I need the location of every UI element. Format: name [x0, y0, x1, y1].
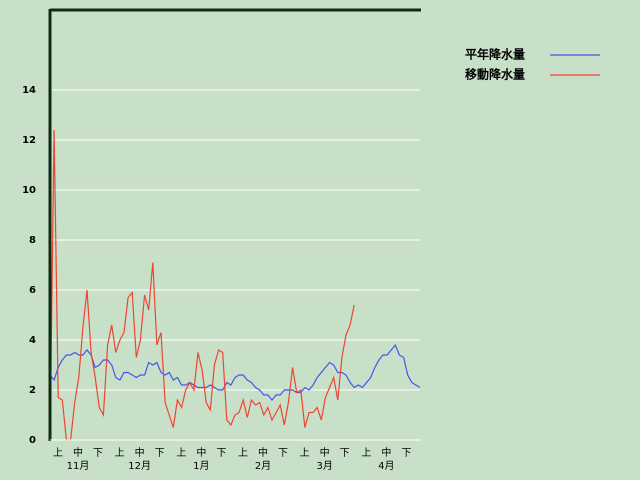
x-tick-label: 中 — [135, 446, 145, 459]
y-tick-label: 4 — [29, 335, 36, 346]
x-tick-label: 上 — [176, 447, 186, 459]
month-label: 3月 — [316, 460, 332, 472]
series-line — [49, 129, 355, 441]
x-tick-label: 下 — [278, 448, 288, 459]
month-label: 1月 — [193, 460, 209, 472]
legend-label: 移動降水量 — [465, 67, 525, 82]
x-tick-label: 中 — [320, 446, 330, 459]
y-tick-label: 12 — [22, 135, 36, 146]
x-tick-label: 中 — [381, 446, 391, 459]
legend-label: 平年降水量 — [465, 47, 525, 62]
y-tick-label: 8 — [29, 235, 36, 246]
x-tick-label: 下 — [340, 448, 350, 459]
y-tick-label: 6 — [29, 285, 36, 296]
y-tick-label: 10 — [22, 185, 36, 196]
plot — [49, 129, 421, 441]
series-line — [49, 343, 421, 401]
month-label: 12月 — [128, 460, 151, 472]
month-label: 11月 — [67, 460, 90, 472]
y-tick-label: 14 — [22, 85, 36, 96]
month-label: 2月 — [255, 460, 271, 472]
y-tick-label: 0 — [29, 435, 36, 446]
x-tick-label: 下 — [155, 448, 165, 459]
x-tick-label: 下 — [401, 448, 411, 459]
x-tick-label: 上 — [115, 447, 125, 459]
x-tick-label: 中 — [73, 446, 83, 459]
x-tick-label: 下 — [93, 448, 103, 459]
x-tick-label: 下 — [216, 448, 226, 459]
x-tick-label: 上 — [361, 447, 371, 459]
month-label: 4月 — [378, 460, 394, 472]
x-tick-label: 上 — [238, 447, 248, 459]
x-tick-label: 中 — [196, 446, 206, 459]
y-tick-label: 2 — [29, 385, 36, 396]
x-tick-label: 中 — [258, 446, 268, 459]
x-tick-label: 上 — [300, 447, 310, 459]
x-tick-label: 上 — [53, 447, 63, 459]
